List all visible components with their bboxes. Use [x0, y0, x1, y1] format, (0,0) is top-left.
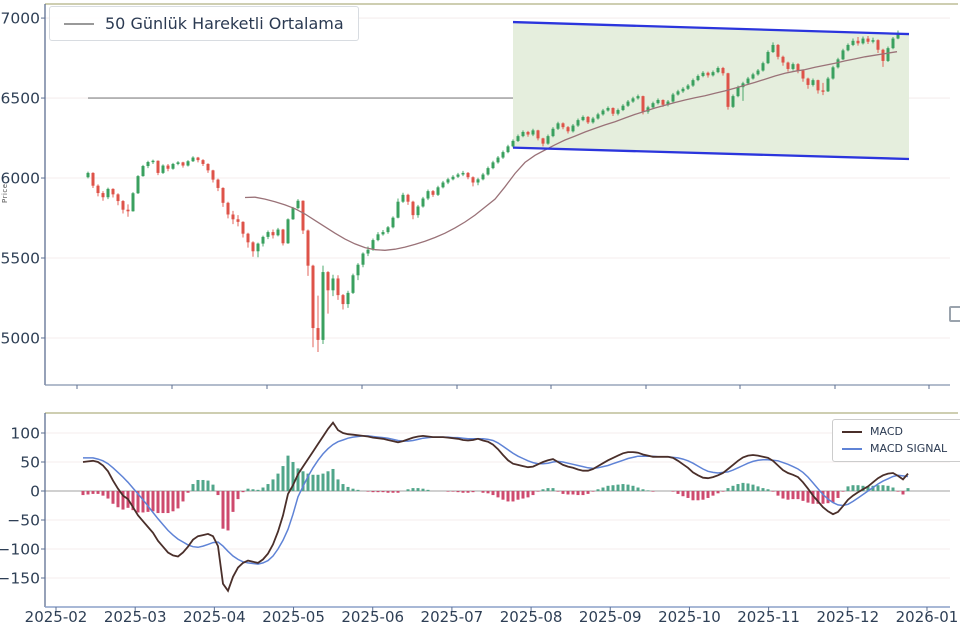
x-tick-label: 2025-12: [816, 608, 879, 625]
channel-upper-line: [512, 20, 910, 36]
x-tick-label: 2025-03: [104, 608, 167, 625]
macd-signal-legend-entry: MACD SIGNAL: [842, 442, 960, 456]
price-axis-label: Price: [1, 183, 9, 203]
ma50-line: [244, 51, 898, 251]
macd-y-tick-label: 100: [10, 425, 40, 443]
macd-histogram: [81, 455, 910, 531]
macd-panel-axes: 100 50 0 −50 −100 −150 2025-02 2025-03 2025-04 20…: [0, 412, 959, 625]
ma50-legend-label: 50 Günlük Hareketli Ortalama: [105, 14, 344, 33]
x-tick-label: 2025-06: [341, 608, 404, 625]
x-tick-label: 2025-10: [658, 608, 721, 625]
macd-y-tick-label: −150: [0, 570, 40, 588]
macd-legend-label: MACD: [870, 425, 903, 438]
x-tick-label: 2025-11: [737, 608, 800, 625]
macd-signal-legend-swatch-line: [842, 447, 862, 450]
macd-legend: MACD MACD SIGNAL: [832, 419, 960, 462]
x-tick-label: 2025-08: [500, 608, 563, 625]
macd-signal-line: [83, 435, 909, 565]
macd-legend-swatch-line: [842, 430, 862, 433]
channel-fill: [513, 22, 909, 159]
x-tick-label: 2025-04: [183, 608, 246, 625]
channel-lower-line: [512, 146, 910, 161]
macd-y-tick-label: −50: [7, 512, 40, 530]
x-tick-label: 2025-07: [421, 608, 484, 625]
price-y-tick-label: 6000: [1, 170, 40, 188]
x-tick-label: 2026-01: [896, 608, 959, 625]
macd-legend-entry: MACD: [842, 425, 960, 439]
price-y-tick-label: 6500: [1, 90, 40, 108]
x-tick-label: 2025-05: [262, 608, 325, 625]
macd-line: [82, 421, 909, 593]
ma50-legend: 50 Günlük Hareketli Ortalama: [49, 6, 359, 41]
trend-channel: [513, 22, 909, 159]
ma50-legend-swatch-line: [64, 22, 94, 25]
price-y-tick-label: 5500: [1, 250, 40, 268]
x-tick-label: 2025-02: [25, 608, 88, 625]
macd-y-tick-label: −100: [0, 541, 40, 559]
macd-signal-legend-label: MACD SIGNAL: [870, 441, 948, 455]
price-y-tick-label: 5000: [1, 329, 40, 347]
overlay-square-artifact: [949, 306, 960, 322]
x-tick-label: 2025-09: [579, 608, 642, 625]
price-y-tick-label: 7000: [1, 10, 40, 28]
macd-y-tick-label: 0: [30, 483, 40, 501]
macd-panel-gridlines: [45, 432, 950, 579]
price-panel-axes: 5000 5500 6000 6500 7000: [1, 3, 958, 389]
macd-y-tick-label: 50: [20, 454, 40, 472]
